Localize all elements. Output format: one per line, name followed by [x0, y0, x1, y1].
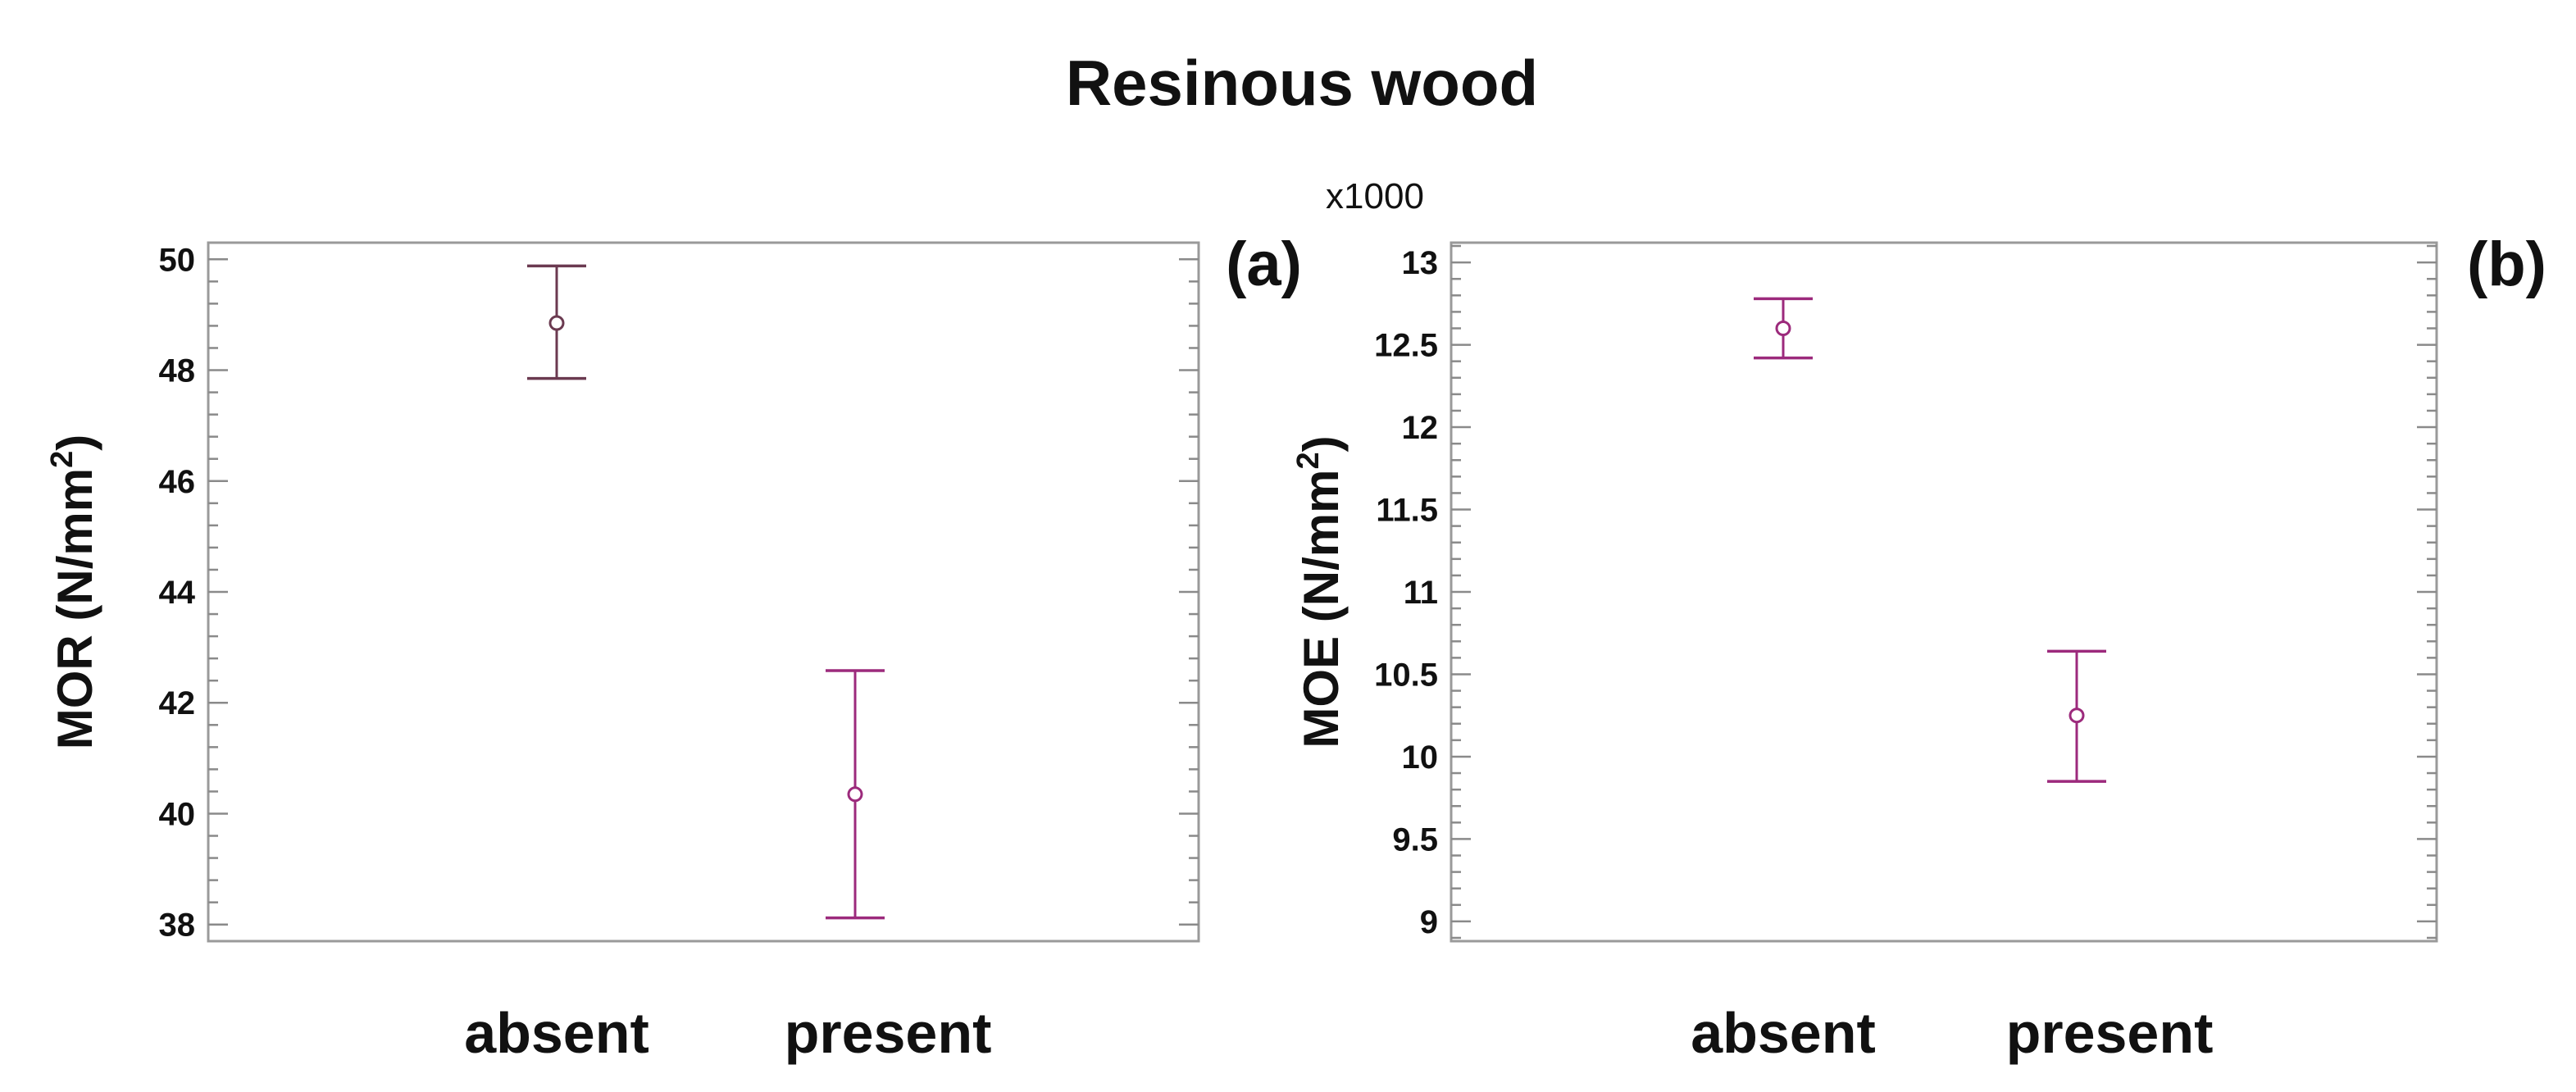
error-bar-present — [2047, 649, 2106, 783]
y-tick-label: 9 — [1420, 904, 1438, 940]
plot-frame — [207, 241, 1200, 943]
y-tick-label: 9.5 — [1392, 821, 1438, 858]
mean-marker — [2069, 708, 2085, 724]
panel-label: (a) — [1226, 230, 1302, 299]
mean-marker — [548, 315, 565, 331]
y-axis-title-close: ) — [48, 435, 102, 451]
mean-marker — [847, 786, 863, 803]
y-tick-label: 10 — [1402, 739, 1439, 776]
x-category-label: absent — [464, 1001, 649, 1065]
y-tick-label: 40 — [159, 796, 196, 832]
error-bar-absent — [527, 264, 586, 380]
figure-title: Resinous wood — [1066, 47, 1538, 119]
panel-a-mor-chart: 38 40 42 44 46 48 50 MOR (N/mm2) (a) absent presen… — [45, 230, 1302, 1065]
error-bar-present — [826, 669, 885, 920]
y-tick-label: 48 — [159, 353, 196, 389]
mean-marker — [1775, 320, 1791, 336]
y-tick-label: 12 — [1402, 410, 1439, 446]
minor-ticks — [208, 280, 1199, 903]
panel-label: (b) — [2467, 230, 2546, 299]
y-tick-label: 11 — [1404, 575, 1438, 611]
y-tick-label: 13 — [1402, 245, 1439, 281]
y-axis-title: MOE (N/mm2) — [1291, 435, 1349, 748]
error-bar-absent — [1754, 297, 1813, 360]
y-axis-multiplier: x1000 — [1326, 176, 1424, 216]
y-tick-label: 50 — [159, 242, 196, 278]
x-category-label: present — [2006, 1001, 2214, 1065]
y-tick-label: 44 — [159, 575, 196, 611]
y-axis-title: MOR (N/mm2) — [45, 435, 102, 749]
y-tick-label: 46 — [159, 464, 196, 500]
y-tick-label: 42 — [159, 685, 196, 721]
y-axis-title-sup: 2 — [45, 451, 80, 468]
x-category-label: present — [785, 1001, 992, 1065]
y-tick-label: 12.5 — [1374, 328, 1438, 364]
panel-b-moe-chart: 9 9.5 10 10.5 11 11.5 12 12.5 13 MOE (N/mm2) x1000… — [1291, 176, 2546, 1065]
y-axis-title-sup: 2 — [1291, 452, 1326, 469]
y-axis-title-main: MOR (N/mm — [48, 468, 102, 749]
y-axis-title-main: MOE (N/mm — [1294, 470, 1349, 748]
y-tick-label: 10.5 — [1374, 657, 1438, 693]
x-category-label: absent — [1691, 1001, 1876, 1065]
plot-frame — [1450, 241, 2438, 943]
minor-ticks — [1451, 244, 2437, 940]
y-axis-title-close: ) — [1294, 435, 1349, 452]
y-tick-label: 38 — [159, 908, 196, 944]
y-tick-label: 11.5 — [1376, 493, 1438, 529]
